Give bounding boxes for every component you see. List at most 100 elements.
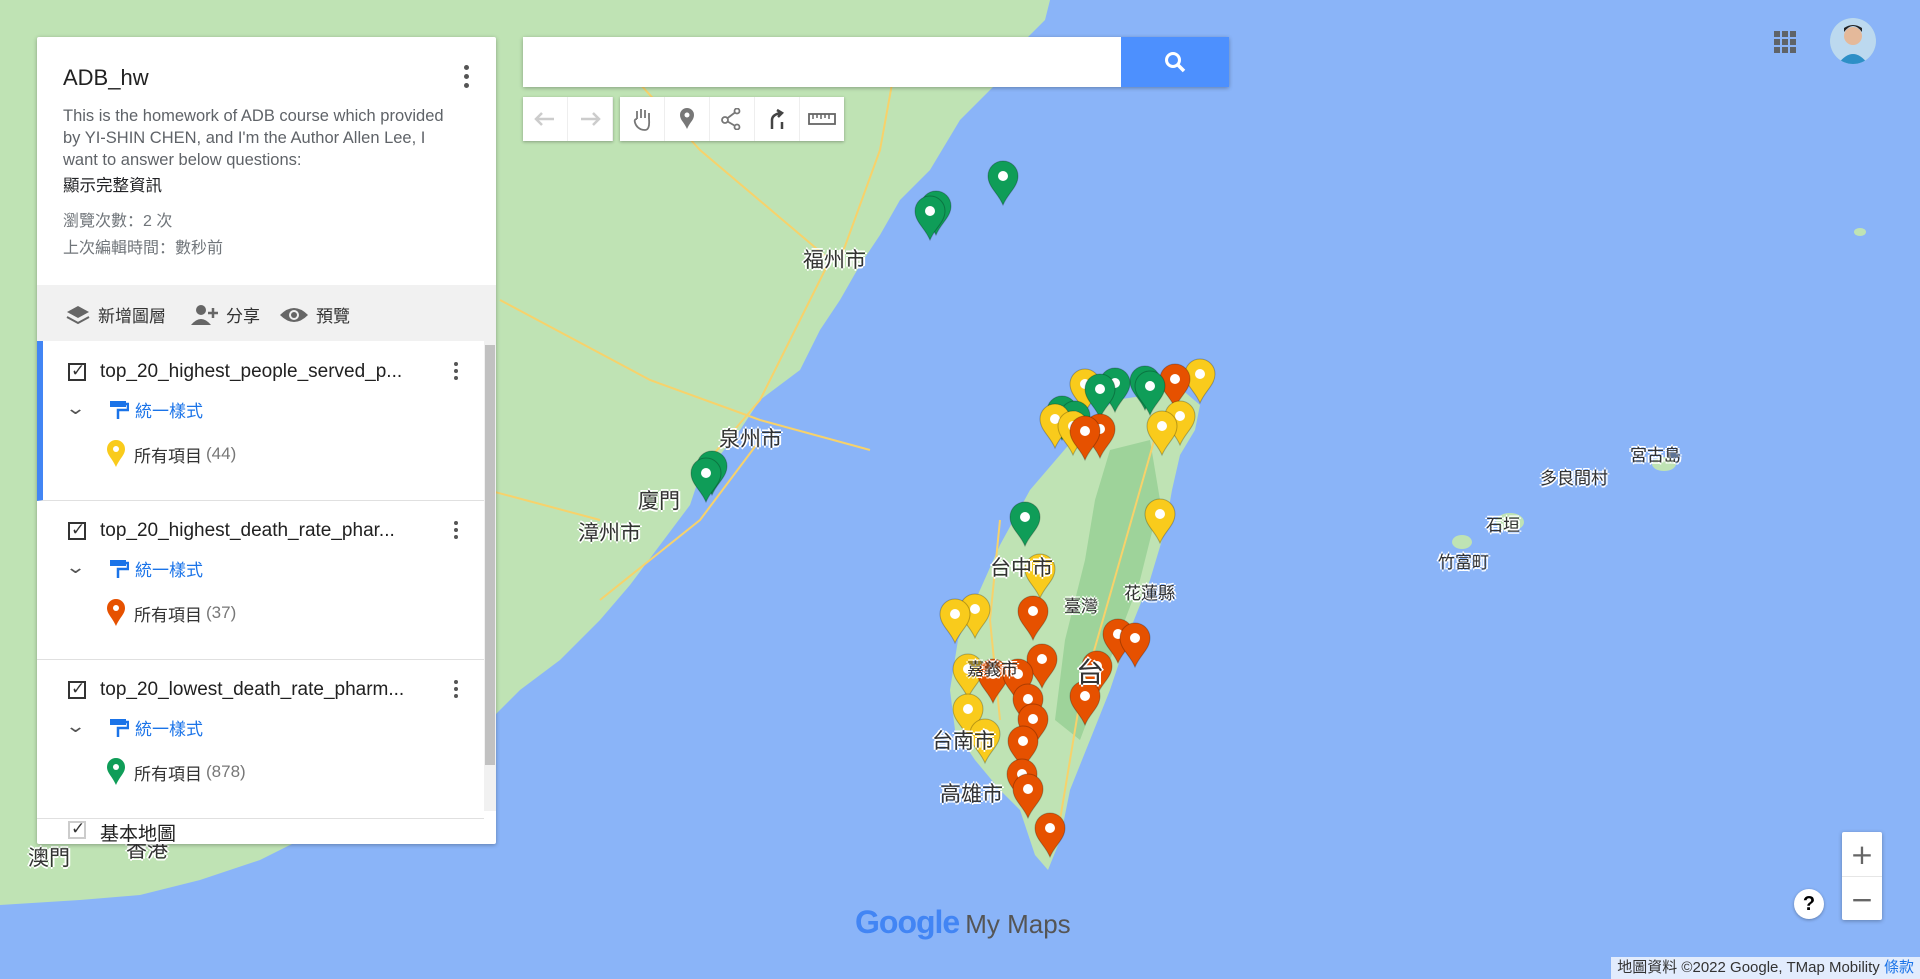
layer-items-row[interactable]: 所有項目 (37) — [106, 599, 236, 627]
share-button[interactable]: 分享 — [189, 302, 260, 327]
layer-item[interactable]: top_20_highest_death_rate_phar... ⌄ 統一樣式… — [37, 500, 484, 660]
ruler-icon — [808, 113, 836, 125]
undo-redo-group — [523, 97, 613, 141]
green-pin-icon — [107, 758, 125, 785]
terms-link[interactable]: 條款 — [1883, 959, 1914, 976]
add-layer-button[interactable]: 新增圖層 — [65, 302, 166, 327]
map-marker[interactable] — [977, 658, 1009, 705]
preview-label: 預覽 — [316, 307, 350, 326]
apps-grid-icon[interactable] — [1773, 30, 1797, 54]
layer-name[interactable]: top_20_highest_death_rate_phar... — [100, 520, 395, 541]
chevron-down-icon[interactable]: ⌄ — [64, 557, 87, 578]
map-marker[interactable] — [952, 693, 984, 740]
layer-items-label: 所有項目 — [134, 605, 202, 625]
map-label-chiayi: 嘉義市 — [967, 660, 1018, 680]
undo-button[interactable] — [523, 97, 568, 141]
search-input[interactable] — [523, 37, 1113, 87]
layer-visibility-checkbox[interactable] — [68, 361, 86, 381]
map-title[interactable]: ADB_hw — [63, 65, 149, 90]
marker-layer — [690, 160, 1216, 859]
map-marker[interactable] — [1144, 498, 1176, 545]
draw-line-button[interactable] — [710, 97, 755, 141]
hand-tool-button[interactable] — [620, 97, 665, 141]
map-description: This is the homework of ADB course which… — [63, 107, 444, 169]
layer-options-icon[interactable] — [449, 359, 463, 387]
map-marker[interactable] — [939, 598, 971, 645]
map-marker[interactable] — [969, 718, 1001, 765]
map-details-panel: ADB_hw This is the homework of ADB cours… — [37, 37, 496, 844]
map-marker[interactable] — [1069, 680, 1101, 727]
polyline-icon — [721, 108, 741, 130]
layer-style-link[interactable]: 統一樣式 — [109, 556, 203, 581]
map-marker[interactable] — [1024, 553, 1056, 600]
google-logo-text: Google — [855, 904, 960, 940]
layer-items-label: 所有項目 — [134, 446, 202, 466]
map-marker[interactable] — [959, 593, 991, 640]
base-map-checkbox[interactable] — [68, 819, 86, 839]
preview-button[interactable]: 預覽 — [279, 302, 350, 327]
layer-options-icon[interactable] — [449, 677, 463, 705]
layer-style-link[interactable]: 統一樣式 — [109, 397, 203, 422]
map-marker[interactable] — [1134, 370, 1166, 417]
map-label-hualien: 花蓮縣 — [1124, 584, 1175, 604]
layer-style-link[interactable]: 統一樣式 — [109, 715, 203, 740]
google-my-maps-logo: Google My Maps — [855, 904, 1071, 941]
measure-button[interactable] — [800, 97, 844, 141]
map-marker[interactable] — [1081, 650, 1113, 697]
last-edited: 上次編輯時間：數秒前 — [63, 240, 224, 257]
search-box — [523, 37, 1229, 87]
base-map-label[interactable]: 基本地圖 — [100, 824, 177, 844]
orange-pin-icon — [107, 599, 125, 626]
avatar[interactable] — [1830, 18, 1876, 64]
map-label-quanzhou: 泉州市 — [719, 427, 782, 451]
add-marker-button[interactable] — [665, 97, 710, 141]
map-marker[interactable] — [1159, 363, 1191, 410]
zoom-in-button[interactable]: + — [1842, 832, 1882, 877]
map-marker[interactable] — [1084, 373, 1116, 420]
help-button[interactable]: ? — [1794, 889, 1824, 919]
map-marker[interactable] — [987, 160, 1019, 207]
map-marker[interactable] — [1119, 622, 1151, 669]
layer-visibility-checkbox[interactable] — [68, 520, 86, 540]
map-label-tai: 台 — [1076, 656, 1105, 689]
map-options-menu-icon[interactable] — [454, 61, 478, 93]
layer-item[interactable]: top_20_lowest_death_rate_pharm... ⌄ 統一樣式… — [37, 659, 484, 819]
layer-item[interactable]: top_20_highest_people_served_p... ⌄ 統一樣式… — [37, 341, 490, 501]
marker-icon — [680, 108, 694, 129]
chevron-down-icon[interactable]: ⌄ — [64, 716, 87, 737]
chevron-down-icon[interactable]: ⌄ — [64, 398, 87, 419]
map-marker[interactable] — [1069, 415, 1101, 462]
search-icon — [1165, 52, 1186, 73]
layer-items-row[interactable]: 所有項目 (44) — [106, 440, 236, 468]
layer-name[interactable]: top_20_lowest_death_rate_pharm... — [100, 679, 405, 700]
redo-button[interactable] — [568, 97, 613, 141]
map-marker[interactable] — [914, 195, 946, 242]
map-marker[interactable] — [1012, 773, 1044, 820]
map-marker[interactable] — [1146, 410, 1178, 457]
map-marker[interactable] — [1034, 812, 1066, 859]
layer-items-row[interactable]: 所有項目 (878) — [106, 758, 246, 786]
eye-icon — [280, 307, 308, 322]
map-marker[interactable] — [1017, 595, 1049, 642]
map-marker[interactable] — [1009, 501, 1041, 548]
miyako-island — [1652, 457, 1676, 471]
map-label-miyako: 宮古島 — [1630, 446, 1681, 466]
map-label-ishigaki: 石垣 — [1486, 516, 1520, 536]
scrollbar-thumb[interactable] — [485, 345, 495, 765]
paint-roller-icon — [110, 559, 129, 578]
zoom-out-button[interactable]: − — [1850, 882, 1874, 916]
small-island — [1854, 228, 1866, 236]
directions-button[interactable] — [755, 97, 800, 141]
map-marker[interactable] — [1007, 725, 1039, 772]
layer-name[interactable]: top_20_highest_people_served_p... — [100, 361, 403, 382]
layer-item-count: (37) — [206, 603, 237, 622]
layer-style-label: 統一樣式 — [135, 720, 203, 739]
show-more-link[interactable]: 顯示完整資訊 — [63, 177, 162, 195]
map-label-taiwan: 臺灣 — [1064, 597, 1098, 617]
layer-visibility-checkbox[interactable] — [68, 679, 86, 699]
layer-style-label: 統一樣式 — [135, 402, 203, 421]
panel-action-bar: 新增圖層 分享 預覽 — [37, 285, 496, 341]
map-marker[interactable] — [690, 457, 722, 504]
layer-options-icon[interactable] — [449, 518, 463, 546]
search-button[interactable] — [1121, 37, 1229, 87]
